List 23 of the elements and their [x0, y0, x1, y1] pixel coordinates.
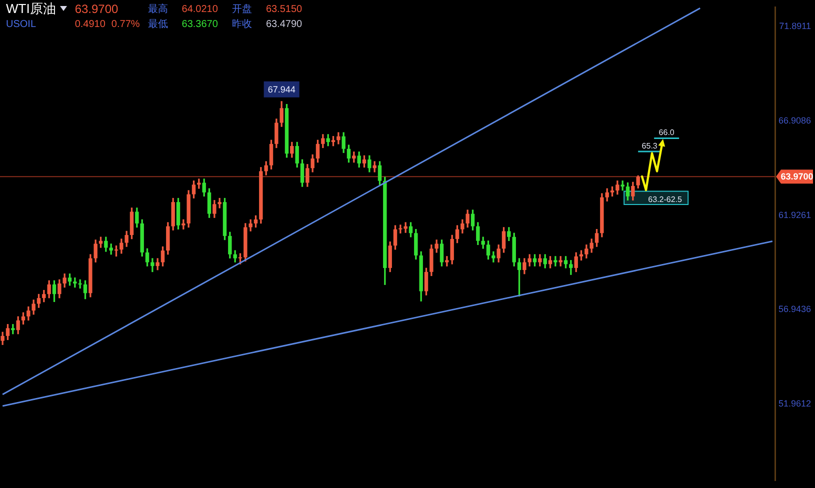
ref-line-label: 63.9700	[780, 172, 814, 182]
annotation: 0.77%	[111, 19, 140, 30]
chart-title: WTI原油	[6, 1, 56, 16]
annotation: 开盘	[232, 4, 252, 15]
y-tick-label: 51.9612	[778, 398, 811, 409]
annotation: 64.0210	[182, 4, 218, 15]
ref-line-label: 65.3	[642, 142, 658, 150]
annotation: 最高	[148, 4, 168, 15]
y-tick-label: 71.8911	[779, 21, 811, 32]
annotation: 63.4790	[266, 19, 302, 30]
annotation: 63.3670	[182, 19, 218, 30]
annotation: 67.944	[268, 84, 296, 94]
annotation: 63.9700	[74, 2, 118, 16]
band-label: 63.2-62.5	[648, 195, 683, 204]
y-tick-label: 61.9261	[778, 210, 811, 220]
text: USOIL	[6, 19, 36, 30]
annotation: 63.5150	[266, 4, 302, 15]
annotation: 0.4910	[74, 19, 106, 30]
y-tick-label: 56.9436	[778, 304, 811, 314]
annotation: 昨收	[232, 19, 252, 30]
y-tick-label: 66.9086	[778, 116, 811, 126]
ref-line-label: 66.0	[658, 128, 675, 138]
annotation: 最低	[148, 19, 168, 30]
